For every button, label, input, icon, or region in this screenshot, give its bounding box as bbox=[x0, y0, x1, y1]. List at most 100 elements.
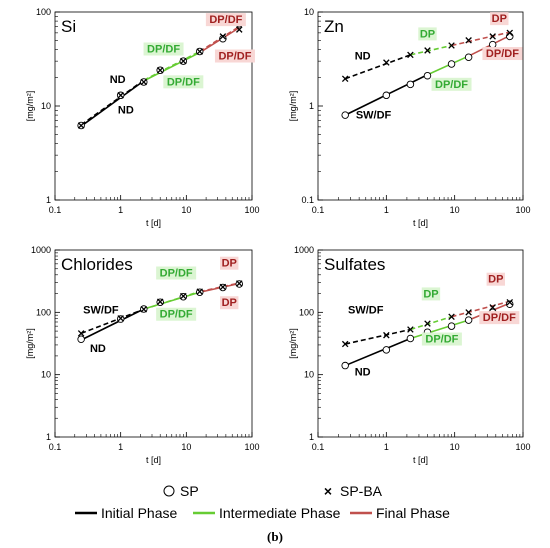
y-axis-label: [mg/m²] bbox=[288, 91, 298, 122]
annotation-highlight bbox=[421, 287, 441, 301]
panel-title: Zn bbox=[324, 17, 344, 36]
legend-final-label: Final Phase bbox=[376, 505, 450, 521]
data-point-spba bbox=[448, 42, 455, 49]
y-tick-label: 100 bbox=[299, 307, 314, 317]
annotation-highlight bbox=[143, 42, 184, 56]
panel-title: Sulfates bbox=[324, 255, 385, 274]
legend-initial-label: Initial Phase bbox=[101, 505, 177, 521]
phase-annotation: ND bbox=[110, 74, 126, 86]
cross-stroke bbox=[236, 26, 243, 33]
cross-stroke bbox=[156, 298, 164, 305]
phase-annotation: ND bbox=[355, 367, 371, 379]
y-axis-label: [mg/m²] bbox=[288, 328, 298, 359]
y-tick-label: 100 bbox=[36, 7, 51, 17]
x-tick-label: 0.1 bbox=[49, 442, 62, 452]
x-tick-label: 100 bbox=[515, 442, 530, 452]
x-axis-label: t [d] bbox=[413, 455, 428, 465]
cross-stroke bbox=[219, 33, 227, 40]
data-point-spba bbox=[77, 330, 85, 337]
data-point-spba bbox=[424, 47, 431, 54]
y-tick-label: 1 bbox=[309, 432, 314, 442]
data-point-spba bbox=[448, 313, 455, 320]
data-point-sp bbox=[382, 346, 391, 354]
x-tick-label: 1 bbox=[384, 205, 389, 215]
data-point-spba bbox=[117, 315, 124, 322]
cross-stroke bbox=[180, 57, 187, 65]
y-tick-label: 100 bbox=[36, 307, 51, 317]
data-point-sp bbox=[423, 71, 432, 80]
annotation-highlight bbox=[486, 272, 506, 286]
phase-annotation: DP/DF bbox=[167, 76, 200, 88]
data-point-spba bbox=[407, 326, 414, 333]
annotation-highlight bbox=[220, 256, 239, 270]
y-tick-label: 1000 bbox=[31, 245, 51, 255]
plot-frame bbox=[54, 249, 253, 438]
data-point-sp bbox=[506, 32, 514, 41]
annotation-highlight bbox=[431, 77, 472, 91]
phase-annotation: DP/DF bbox=[435, 79, 468, 91]
data-point-spba bbox=[489, 33, 496, 40]
fit-line-initial-dashed bbox=[345, 328, 411, 345]
cross-stroke bbox=[383, 331, 390, 339]
cross-stroke bbox=[196, 48, 203, 55]
x-tick-label: 1 bbox=[118, 205, 123, 215]
cross-stroke bbox=[117, 92, 124, 99]
data-point-spba bbox=[506, 299, 514, 306]
cross-stroke bbox=[117, 315, 124, 322]
data-point-spba bbox=[140, 306, 148, 313]
phase-annotation: ND bbox=[90, 343, 106, 355]
phase-annotation: DP bbox=[420, 28, 435, 40]
data-point-sp bbox=[382, 91, 391, 100]
phase-annotation: ND bbox=[118, 105, 134, 117]
fit-line-final-dashed bbox=[451, 300, 510, 318]
cross-stroke bbox=[465, 309, 472, 316]
cross-stroke bbox=[448, 313, 455, 320]
fit-line-initial-dashed bbox=[80, 79, 145, 126]
annotation-highlight bbox=[205, 13, 246, 27]
y-tick-label: 1 bbox=[309, 101, 314, 111]
x-tick-label: 100 bbox=[244, 205, 259, 215]
cross-stroke bbox=[219, 283, 227, 291]
cross-stroke bbox=[489, 304, 496, 311]
y-tick-label: 1 bbox=[46, 432, 51, 442]
data-point-spba bbox=[180, 292, 187, 300]
cross-stroke bbox=[156, 67, 164, 74]
cross-stroke bbox=[77, 330, 85, 337]
data-point-spba bbox=[140, 78, 148, 86]
fit-line-intermediate-dashed bbox=[143, 50, 201, 81]
fit-line-intermediate-dashed bbox=[410, 44, 452, 56]
annotation-highlight bbox=[490, 12, 509, 26]
data-point-spba bbox=[489, 304, 496, 311]
x-axis-label: t [d] bbox=[146, 455, 161, 465]
fit-line-intermediate-dashed bbox=[143, 290, 200, 311]
cross-stroke bbox=[506, 29, 514, 37]
phase-annotation: DP bbox=[222, 258, 237, 270]
data-point-sp bbox=[447, 322, 456, 330]
y-tick-label: 1000 bbox=[294, 245, 314, 255]
cross-stroke bbox=[140, 78, 148, 86]
data-point-spba bbox=[465, 309, 472, 316]
data-point-spba bbox=[180, 57, 187, 65]
phase-annotation: DP/DF bbox=[160, 309, 193, 321]
annotation-highlight bbox=[156, 266, 197, 280]
fit-line-intermediate-solid bbox=[427, 55, 469, 76]
fit-line-initial-dashed bbox=[344, 54, 411, 80]
cross-stroke bbox=[77, 122, 85, 129]
x-tick-label: 0.1 bbox=[312, 442, 325, 452]
annotation-highlight bbox=[418, 27, 437, 41]
cross-stroke bbox=[341, 75, 349, 82]
x-axis-label: t [d] bbox=[413, 218, 428, 228]
cross-stroke bbox=[407, 326, 414, 333]
y-tick-label: 10 bbox=[304, 370, 314, 380]
phase-annotation: DP bbox=[423, 288, 438, 300]
data-point-spba bbox=[424, 320, 431, 327]
phase-annotation: DP/DF bbox=[218, 51, 251, 63]
x-tick-label: 100 bbox=[244, 442, 259, 452]
data-point-sp bbox=[341, 111, 349, 119]
y-tick-label: 10 bbox=[304, 7, 314, 17]
y-tick-label: 10 bbox=[41, 101, 51, 111]
phase-annotation: ND bbox=[355, 51, 371, 63]
y-tick-label: 10 bbox=[41, 370, 51, 380]
